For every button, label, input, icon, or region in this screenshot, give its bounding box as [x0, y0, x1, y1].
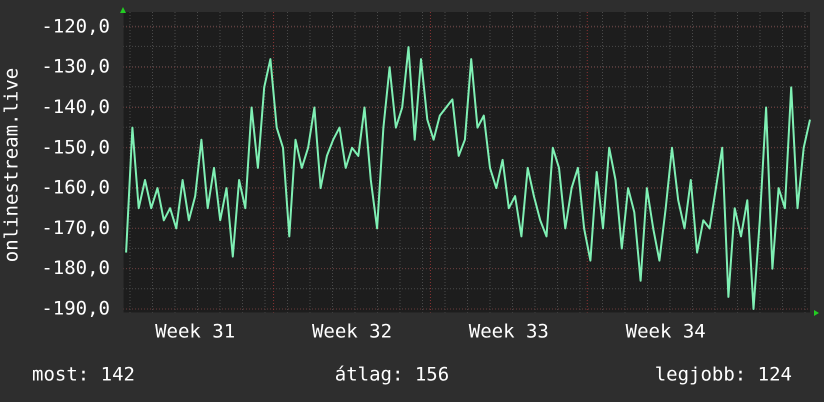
x-tick-label: Week 34 — [626, 321, 706, 343]
x-tick-label: Week 32 — [312, 321, 392, 343]
plot-area — [123, 12, 810, 313]
y-tick-label: -150,0 — [41, 136, 110, 158]
stat-average: átlag: 156 — [335, 364, 449, 386]
y-tick-label: -120,0 — [41, 15, 110, 37]
stat-best: legjobb: 124 — [655, 364, 792, 386]
x-arrow — [814, 310, 819, 316]
y-tick-label: -130,0 — [41, 56, 110, 78]
y-tick-label: -180,0 — [41, 257, 110, 279]
y-tick-label: -170,0 — [41, 217, 110, 239]
y-arrow — [120, 7, 126, 13]
x-tick-label: Week 33 — [469, 321, 549, 343]
x-tick-label: Week 31 — [155, 321, 235, 343]
y-tick-label: -140,0 — [41, 96, 110, 118]
stat-current: most: 142 — [32, 364, 135, 386]
y-axis-label: onlinestream.live — [1, 68, 23, 262]
series-line — [125, 46, 811, 310]
y-tick-label: -160,0 — [41, 177, 110, 199]
y-tick-label: -190,0 — [41, 297, 110, 319]
